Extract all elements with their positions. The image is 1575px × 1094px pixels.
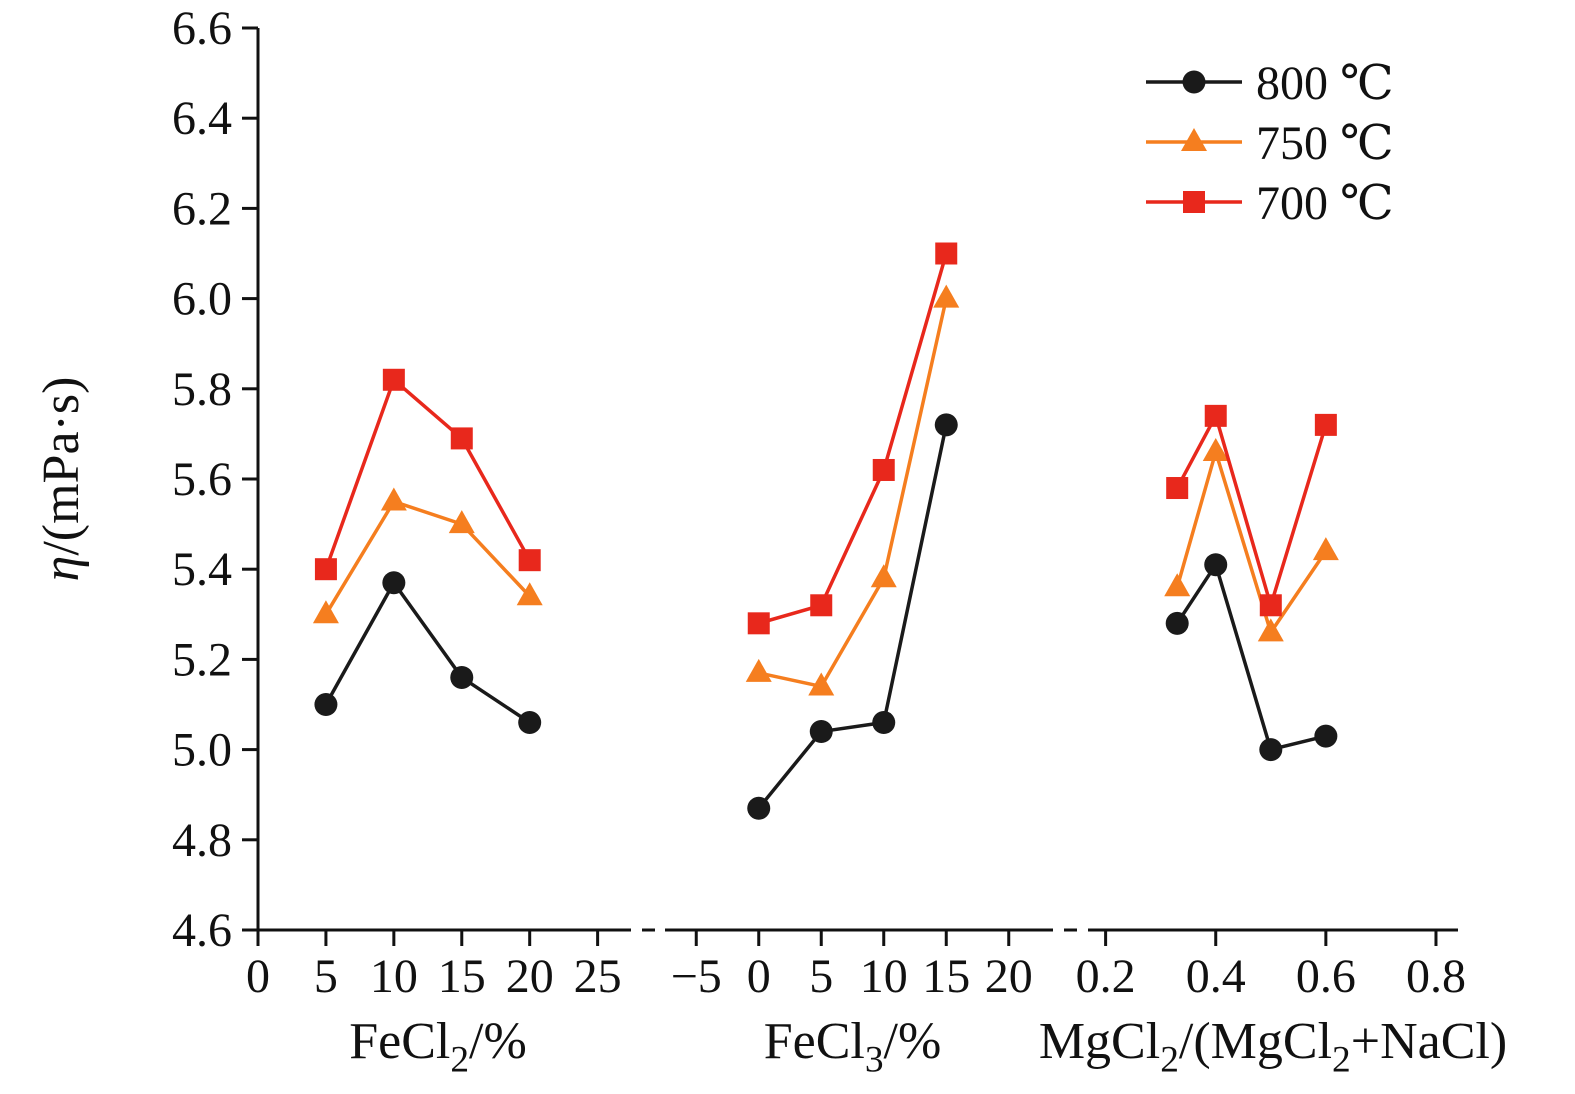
circle-marker [450,665,474,689]
triangle-marker [808,672,835,696]
legend-label: 800 ℃ [1256,57,1394,110]
series-line [324,580,532,725]
triangle-marker [745,658,772,682]
x-tick-label: 20 [506,950,554,1003]
square-marker [810,594,833,617]
y-tick-label: 6.6 [172,2,232,55]
triangle-marker [380,487,407,511]
circle-marker [747,796,771,820]
y-tick-label: 6.4 [172,92,232,145]
y-tick-label: 5.6 [172,453,232,506]
series-line [1175,414,1328,608]
series-line [324,499,532,617]
square-marker [518,549,541,572]
square-marker [1204,404,1227,427]
x-axis-label: FeCl3/% [764,1013,942,1081]
series-line [757,423,948,810]
x-tick-label: 20 [985,950,1033,1003]
series-line [757,251,948,626]
square-marker [747,612,770,635]
circle-marker [1204,553,1228,577]
triangle-marker [312,600,339,624]
y-tick-label: 4.6 [172,904,232,957]
y-tick-label: 5.8 [172,363,232,416]
x-tick-label: 0.8 [1406,950,1466,1003]
y-tick-label: 5.0 [172,724,232,777]
series-line [324,378,532,571]
triangle-marker [1257,618,1284,642]
series-2-panel-1 [312,487,543,624]
y-axis-label: η/(mPa·s) [33,377,90,582]
circle-marker [1165,611,1189,635]
square-marker [872,458,895,481]
triangle-marker [870,564,897,588]
series-1-panel-1 [314,571,542,735]
x-tick-label: −5 [671,950,722,1003]
x-axis-label: MgCl2/(MgCl2+NaCl) [1039,1013,1507,1081]
y-tick-label: 5.2 [172,633,232,686]
legend-item: 750 ℃ [1146,117,1394,170]
x-tick-label: 0.6 [1296,950,1356,1003]
x-tick-label: 15 [438,950,486,1003]
x-tick-label: 0.4 [1186,950,1246,1003]
series-line [1175,562,1328,752]
triangle-marker [1312,537,1339,561]
triangle-marker [1181,128,1207,151]
triangle-marker [1164,573,1191,597]
circle-marker [1314,724,1338,748]
x-tick-label: 0 [246,950,270,1003]
x-tick-label: 0 [747,950,771,1003]
x-tick-label: 5 [809,950,833,1003]
legend-label: 700 ℃ [1256,177,1394,230]
legend-label: 750 ℃ [1256,117,1394,170]
x-tick-label: 10 [860,950,908,1003]
series-1-panel-2 [747,413,958,820]
circle-marker [518,711,542,735]
square-marker [1259,594,1282,617]
x-tick-label: 5 [314,950,338,1003]
legend-item: 800 ℃ [1146,57,1394,110]
x-axis-label: FeCl2/% [349,1013,527,1081]
circle-marker [872,711,896,735]
circle-marker [934,413,958,437]
triangle-marker [933,284,960,308]
y-tick-label: 6.2 [172,182,232,235]
triangle-marker [448,510,475,534]
square-marker [1166,477,1189,500]
square-marker [1183,191,1205,213]
circle-marker [382,571,406,595]
square-marker [1314,413,1337,436]
series-line [757,296,948,689]
square-marker [935,242,958,265]
legend-item: 700 ℃ [1146,177,1394,230]
x-tick-label: 0.2 [1076,950,1136,1003]
y-tick-label: 6.0 [172,273,232,326]
legend: 800 ℃ 750 ℃ 700 ℃ [1146,57,1394,230]
series-2-panel-2 [745,284,960,696]
series-3-panel-2 [747,242,958,635]
square-marker [314,558,337,581]
circle-marker [1182,70,1206,94]
circle-marker [1259,738,1283,762]
square-marker [450,427,473,450]
x-tick-label: 10 [370,950,418,1003]
circle-marker [809,720,833,744]
triangle-marker [516,582,543,606]
square-marker [382,368,405,391]
series-3-panel-1 [314,368,541,581]
series-2-panel-3 [1164,437,1339,642]
y-tick-label: 4.8 [172,814,232,867]
x-tick-label: 25 [574,950,622,1003]
series-line [1175,450,1328,635]
circle-marker [314,693,338,716]
series-3-panel-3 [1166,404,1337,617]
triangle-marker [1202,437,1229,461]
y-tick-label: 5.4 [172,543,232,596]
x-tick-label: 15 [922,950,970,1003]
series-1-panel-3 [1165,553,1338,762]
